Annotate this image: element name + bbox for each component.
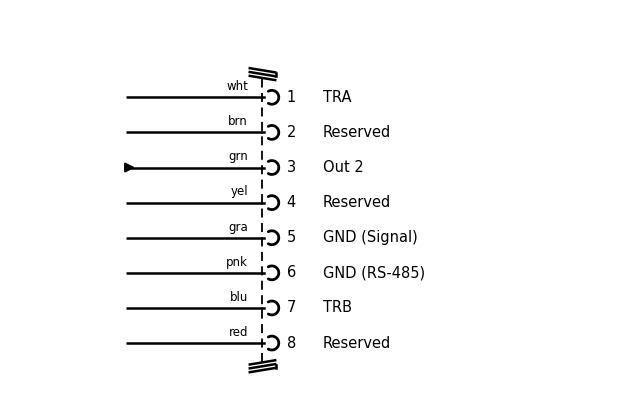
Text: Reserved: Reserved <box>322 125 391 140</box>
Text: TRA: TRA <box>322 90 351 105</box>
Text: brn: brn <box>228 115 248 128</box>
Text: grn: grn <box>228 150 248 163</box>
Text: TRB: TRB <box>322 300 352 315</box>
Text: 7: 7 <box>286 300 296 315</box>
Text: GND (Signal): GND (Signal) <box>322 230 417 245</box>
Text: 5: 5 <box>286 230 296 245</box>
Text: GND (RS-485): GND (RS-485) <box>322 265 425 281</box>
Text: 8: 8 <box>286 336 296 351</box>
Text: 4: 4 <box>286 195 296 210</box>
Text: Out 2: Out 2 <box>322 160 363 175</box>
Text: 6: 6 <box>286 265 296 281</box>
Text: Reserved: Reserved <box>322 336 391 351</box>
Text: 2: 2 <box>286 125 296 140</box>
Text: 1: 1 <box>286 90 296 105</box>
Text: pnk: pnk <box>226 256 248 269</box>
Text: yel: yel <box>231 185 248 198</box>
Text: gra: gra <box>228 220 248 234</box>
Text: 3: 3 <box>286 160 296 175</box>
Text: wht: wht <box>226 80 248 93</box>
Text: blu: blu <box>229 291 248 304</box>
Text: red: red <box>229 326 248 339</box>
Text: Reserved: Reserved <box>322 195 391 210</box>
